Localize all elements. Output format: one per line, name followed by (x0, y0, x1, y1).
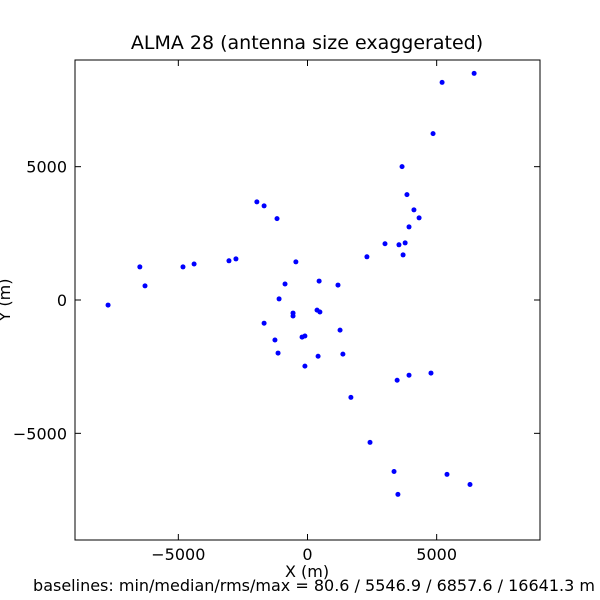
antenna (337, 327, 343, 333)
antenna (299, 334, 305, 340)
antenna (191, 261, 197, 267)
x-tick-label: 5000 (416, 545, 457, 564)
antenna (367, 439, 373, 445)
antenna (254, 199, 260, 205)
antenna (395, 491, 401, 497)
antenna (180, 264, 186, 270)
antenna (272, 337, 278, 343)
antenna (142, 283, 148, 289)
antenna (274, 216, 280, 222)
antenna (399, 164, 405, 170)
antenna (233, 256, 239, 262)
y-tick-label: 0 (57, 291, 67, 310)
antenna (428, 370, 434, 376)
antenna (317, 309, 323, 315)
antenna (261, 320, 267, 326)
antenna (406, 224, 412, 230)
antenna (275, 350, 281, 356)
antenna (391, 468, 397, 474)
antenna (382, 241, 388, 247)
antenna (282, 281, 288, 287)
antenna (226, 258, 232, 264)
antenna (471, 70, 477, 76)
antenna (444, 471, 450, 477)
antenna (400, 252, 406, 258)
antenna (335, 282, 341, 288)
antenna (430, 131, 436, 137)
antenna (276, 296, 282, 302)
y-axis-label: Y (m) (0, 279, 14, 323)
antenna (290, 313, 296, 319)
antenna (396, 242, 402, 248)
x-axis-label: X (m) (285, 562, 329, 581)
x-tick-label: 0 (302, 545, 312, 564)
antenna (406, 372, 412, 378)
antenna (467, 482, 473, 488)
antenna (261, 203, 267, 209)
footer: baselines: min/median/rms/max = 80.6 / 5… (33, 576, 595, 595)
chart-title: ALMA 28 (antenna size exaggerated) (131, 32, 483, 54)
y-tick-label: 5000 (26, 158, 67, 177)
antenna (416, 215, 422, 221)
antenna (364, 254, 370, 260)
antenna (340, 351, 346, 357)
y-tick-label: −5000 (13, 424, 67, 443)
antenna (404, 192, 410, 198)
antenna (439, 79, 445, 85)
antenna (411, 207, 417, 213)
antenna (348, 394, 354, 400)
antenna (105, 302, 111, 308)
x-tick-label: −5000 (151, 545, 205, 564)
antenna (302, 363, 308, 369)
antenna (315, 353, 321, 359)
antenna (137, 264, 143, 270)
antenna (402, 240, 408, 246)
antenna (293, 259, 299, 265)
antenna (394, 377, 400, 383)
antenna (316, 278, 322, 284)
